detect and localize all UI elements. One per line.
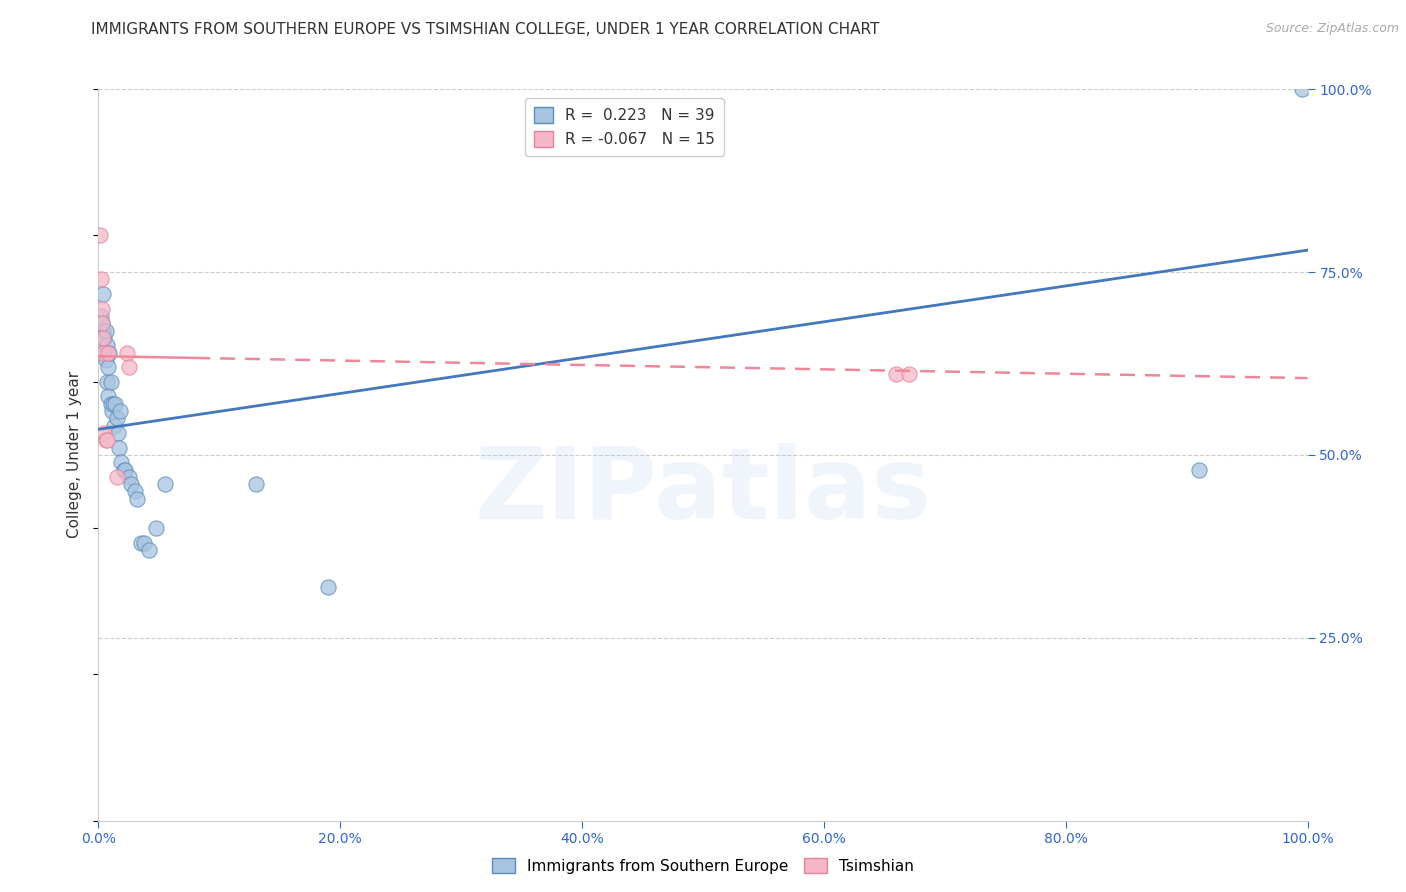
Point <box>89 228 111 243</box>
Point <box>91 331 114 345</box>
Point <box>153 477 176 491</box>
Point <box>93 345 115 359</box>
Point <box>100 397 122 411</box>
Text: ZIPatlas: ZIPatlas <box>475 443 931 540</box>
Point <box>96 338 118 352</box>
Point <box>94 434 117 448</box>
Point <box>107 425 129 440</box>
Text: IMMIGRANTS FROM SOUTHERN EUROPE VS TSIMSHIAN COLLEGE, UNDER 1 YEAR CORRELATION C: IMMIGRANTS FROM SOUTHERN EUROPE VS TSIMS… <box>91 22 880 37</box>
Point <box>101 397 124 411</box>
Point <box>90 272 112 286</box>
Point <box>118 360 141 375</box>
Point <box>94 324 117 338</box>
Point <box>105 470 128 484</box>
Point <box>97 360 120 375</box>
Point <box>93 331 115 345</box>
Point <box>145 521 167 535</box>
Point <box>97 345 120 359</box>
Point <box>104 397 127 411</box>
Point <box>90 309 112 323</box>
Point <box>108 404 131 418</box>
Point <box>96 434 118 448</box>
Point <box>100 375 122 389</box>
Point <box>98 345 121 359</box>
Legend: R =  0.223   N = 39, R = -0.067   N = 15: R = 0.223 N = 39, R = -0.067 N = 15 <box>524 98 724 156</box>
Point <box>129 535 152 549</box>
Point <box>1291 82 1313 96</box>
Point <box>94 352 117 367</box>
Point <box>120 477 142 491</box>
Point <box>91 287 114 301</box>
Point <box>103 418 125 433</box>
Point <box>134 535 156 549</box>
Text: Source: ZipAtlas.com: Source: ZipAtlas.com <box>1265 22 1399 36</box>
Point <box>118 470 141 484</box>
Point <box>91 301 114 316</box>
Legend: Immigrants from Southern Europe, Tsimshian: Immigrants from Southern Europe, Tsimshi… <box>486 852 920 880</box>
Point <box>91 324 114 338</box>
Point <box>110 455 132 469</box>
Point <box>245 477 267 491</box>
Point <box>1188 462 1211 476</box>
Point <box>96 375 118 389</box>
Point <box>117 345 139 359</box>
Point <box>138 543 160 558</box>
Point <box>886 368 908 382</box>
Point <box>91 345 114 359</box>
Point <box>114 462 136 476</box>
Point <box>127 491 149 506</box>
Point <box>91 316 114 330</box>
Point <box>108 441 131 455</box>
Point <box>124 484 146 499</box>
Point <box>112 462 135 476</box>
Point <box>897 368 920 382</box>
Point <box>91 316 114 330</box>
Point <box>316 580 339 594</box>
Point <box>105 411 128 425</box>
Point <box>100 404 122 418</box>
Y-axis label: College, Under 1 year: College, Under 1 year <box>67 371 83 539</box>
Point <box>97 389 120 403</box>
Point <box>93 425 115 440</box>
